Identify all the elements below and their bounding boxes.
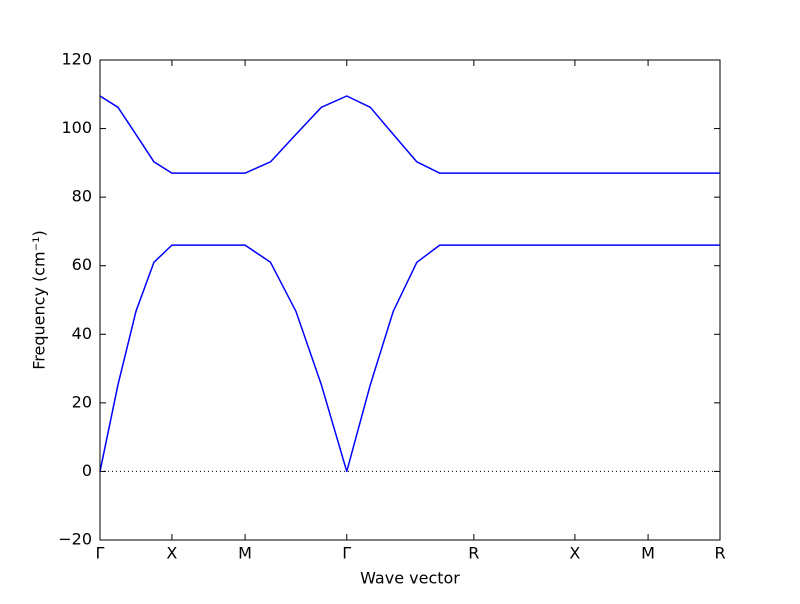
y-tick-label: 0 (82, 461, 92, 480)
y-tick-label: 100 (61, 118, 92, 137)
y-tick-label: 60 (72, 255, 92, 274)
y-tick-label: 40 (72, 324, 92, 343)
y-tick-label: 120 (61, 50, 92, 69)
x-tick-label: Γ (342, 544, 351, 563)
y-axis-label: Frequency (cm⁻¹) (30, 230, 49, 369)
y-tick-label: 80 (72, 187, 92, 206)
x-tick-label: M (238, 544, 252, 563)
y-tick-label: −20 (58, 530, 92, 549)
y-tick-label: 20 (72, 392, 92, 411)
x-tick-label: M (641, 544, 655, 563)
x-tick-label: X (166, 544, 177, 563)
x-tick-label: X (569, 544, 580, 563)
band-line (99, 95, 720, 174)
band-line (99, 244, 720, 473)
x-tick-label: Γ (96, 544, 105, 563)
x-tick-label: R (468, 544, 479, 563)
x-axis-label: Wave vector (360, 569, 460, 588)
x-tick-label: R (714, 544, 725, 563)
plot-frame (99, 59, 721, 541)
